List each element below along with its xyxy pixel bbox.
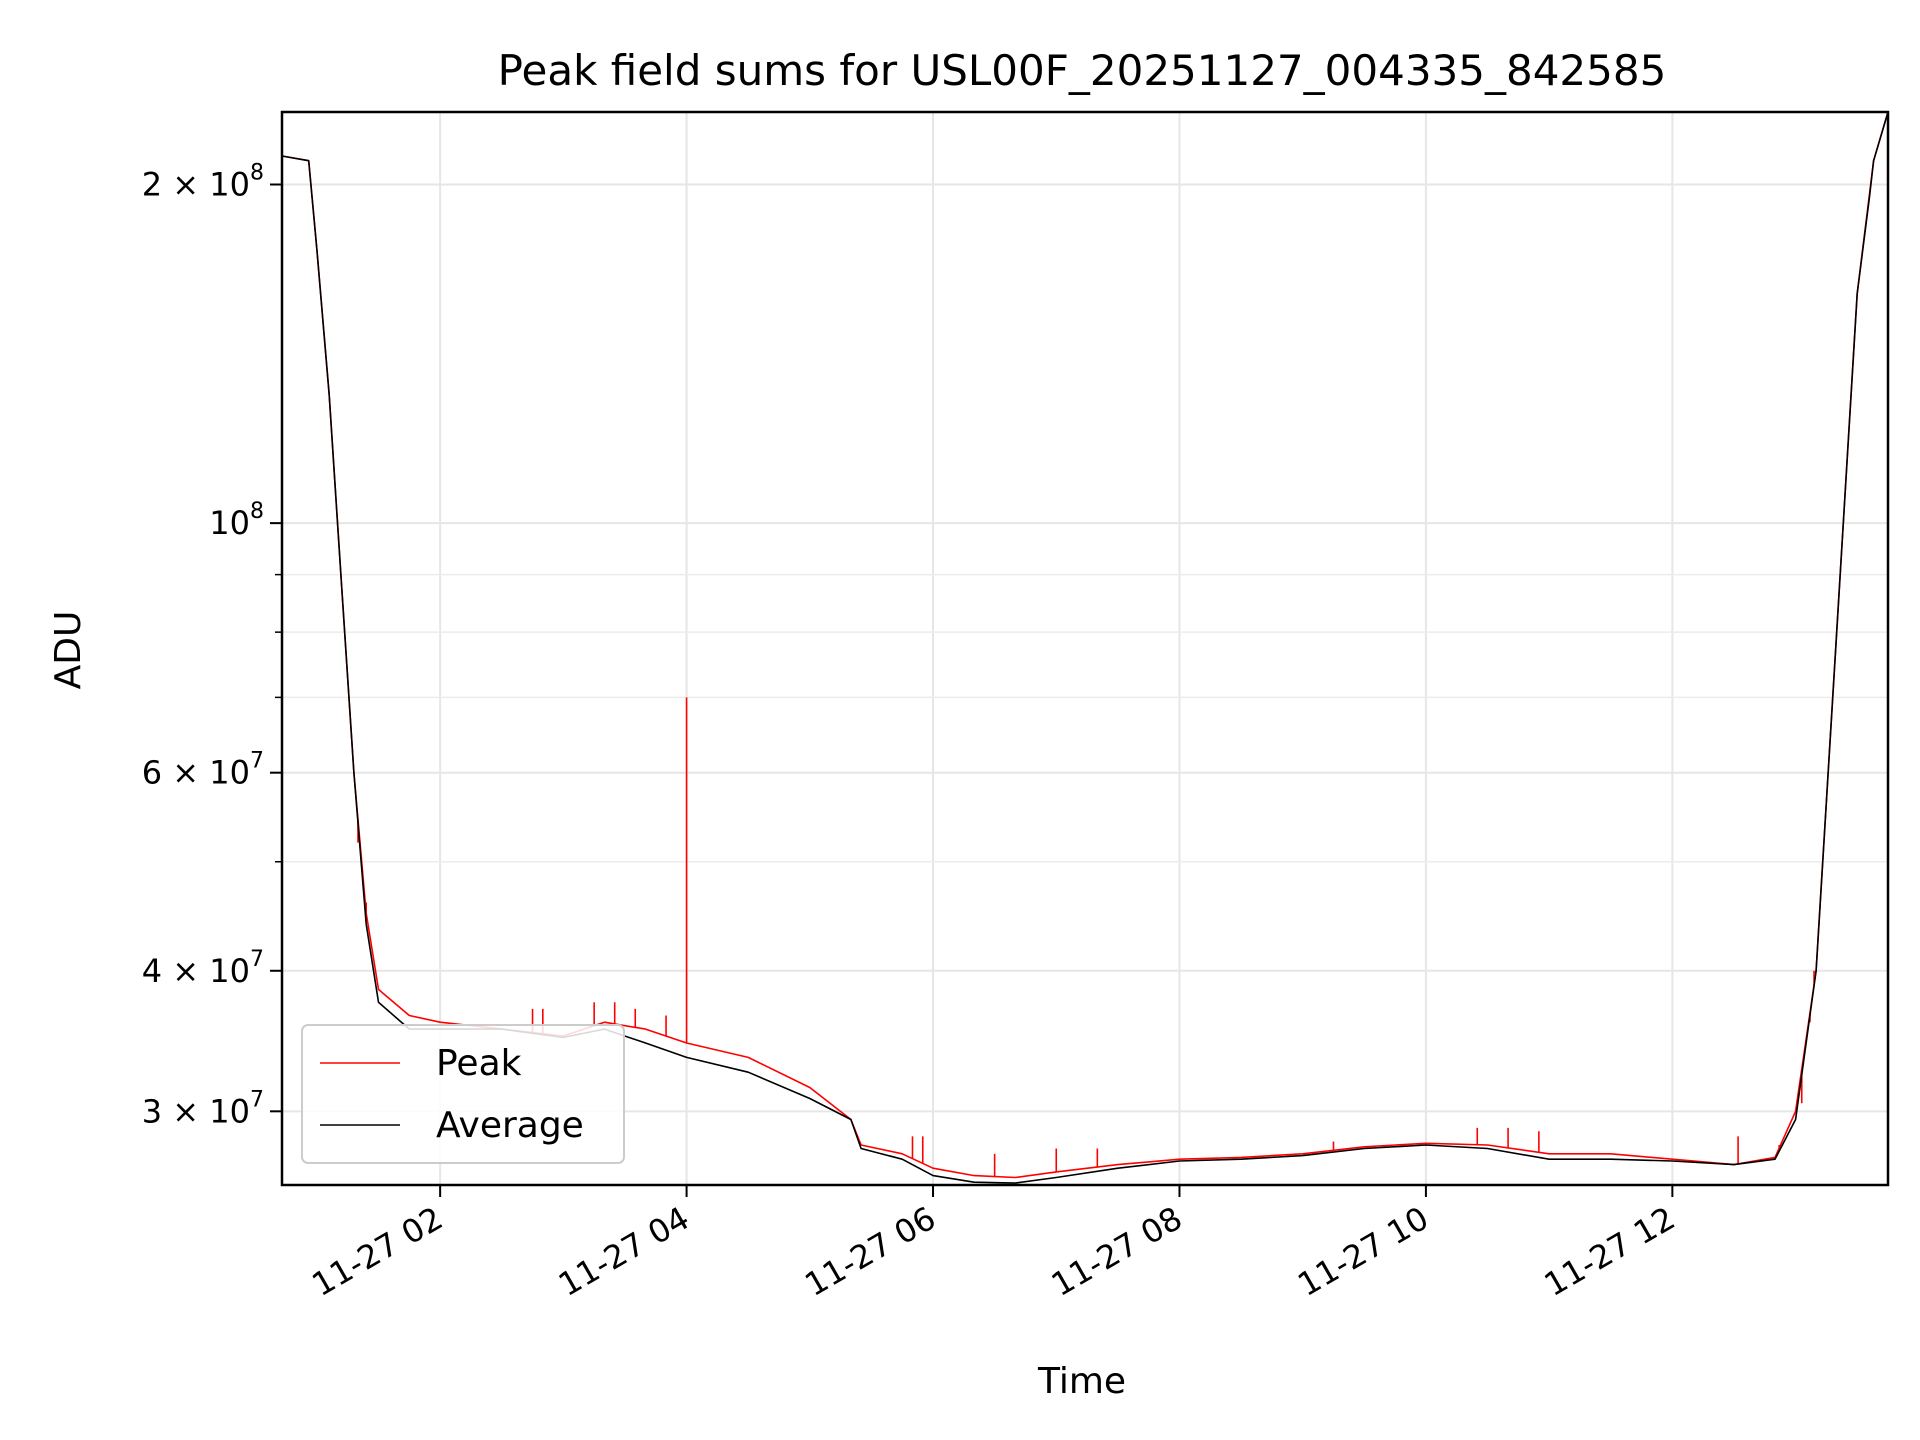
y-tick-label: 108 — [209, 499, 264, 542]
y-tick-label: 4 × 107 — [142, 947, 264, 990]
series-average — [281, 111, 1889, 1184]
legend: Peak Average — [301, 1024, 625, 1164]
grid-lines — [282, 112, 1888, 1185]
y-tick-label: 3 × 107 — [142, 1087, 264, 1130]
y-axis-label: ADU — [48, 611, 89, 690]
legend-peak-label: Peak — [436, 1043, 522, 1084]
y-tick-label: 6 × 107 — [142, 749, 264, 792]
series-line-average — [281, 111, 1889, 1184]
series-layer — [281, 111, 1889, 1184]
chart-title: Peak field sums for USL00F_20251127_0043… — [498, 46, 1667, 95]
legend-box — [301, 1024, 625, 1164]
plot-frame — [280, 110, 1890, 1187]
y-tick-label: 2 × 108 — [142, 161, 264, 204]
y-axis-ticks: 3 × 107 4 × 107 6 × 107 108 2 × 108 — [142, 161, 282, 1130]
x-axis-label: Time — [1037, 1361, 1126, 1402]
legend-average-label: Average — [436, 1105, 584, 1146]
